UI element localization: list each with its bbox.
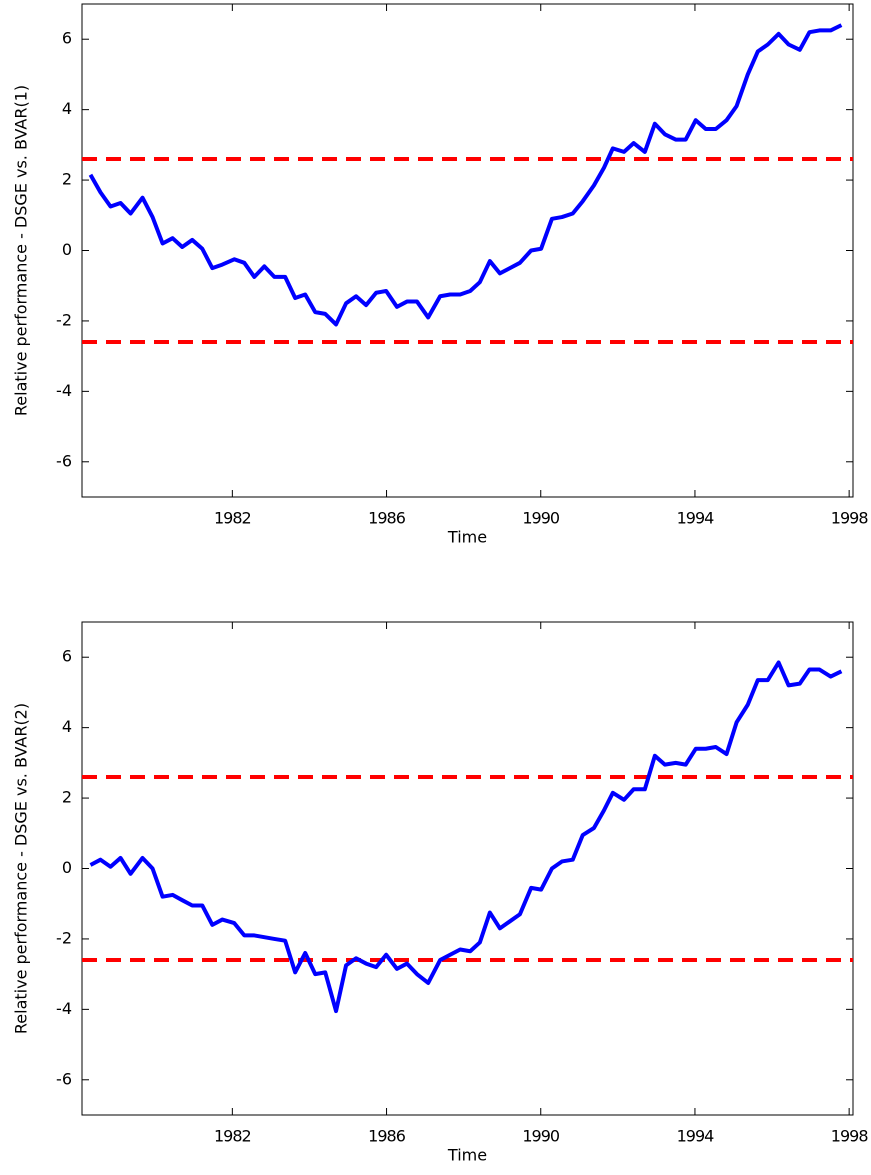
y-tick-label: -6	[56, 1069, 72, 1088]
y-tick-label: -4	[56, 381, 72, 400]
x-tick-label: 1994	[677, 1127, 715, 1146]
x-axis-label: Time	[447, 528, 487, 547]
plot-frame	[81, 621, 854, 1116]
y-tick-label: -2	[56, 310, 72, 329]
y-axis-label: Relative performance - DSGE vs. BVAR(1)	[12, 85, 31, 416]
x-tick-label: 1994	[677, 509, 715, 528]
x-tick-label: 1990	[522, 509, 560, 528]
plot-frame	[81, 3, 854, 498]
chart-panel: -6 -4 -2 0 2 4 6 1982 1986 1990 1994 1998 Time Relati…	[12, 3, 869, 547]
data-line	[89, 660, 843, 1014]
x-tick-label: 1982	[214, 1127, 251, 1146]
y-tick-label: 0	[62, 240, 72, 259]
y-tick-label: 2	[62, 788, 72, 807]
x-tick-label: 1998	[831, 1127, 869, 1146]
y-tick-label: 0	[62, 858, 72, 877]
data-line	[88, 23, 843, 327]
chart-panel: -6 -4 -2 0 2 4 6 1982 1986 1990 1994 1998 Time Relati…	[12, 621, 869, 1165]
x-tick-label: 1982	[214, 509, 251, 528]
y-axis-label: Relative performance - DSGE vs. BVAR(2)	[12, 703, 31, 1034]
y-tick-label: 4	[62, 717, 72, 736]
y-tick-label: 4	[62, 99, 72, 118]
x-tick-label: 1986	[368, 509, 406, 528]
y-tick-label: 6	[62, 647, 72, 666]
y-tick-label: -6	[56, 451, 72, 470]
y-tick-label: 6	[62, 29, 72, 48]
y-tick-label: 2	[62, 170, 72, 189]
x-tick-label: 1986	[368, 1127, 406, 1146]
x-tick-label: 1998	[831, 509, 869, 528]
x-axis-label: Time	[447, 1146, 487, 1165]
y-tick-label: -4	[56, 999, 72, 1018]
y-tick-label: -2	[56, 928, 72, 947]
x-tick-label: 1990	[522, 1127, 560, 1146]
